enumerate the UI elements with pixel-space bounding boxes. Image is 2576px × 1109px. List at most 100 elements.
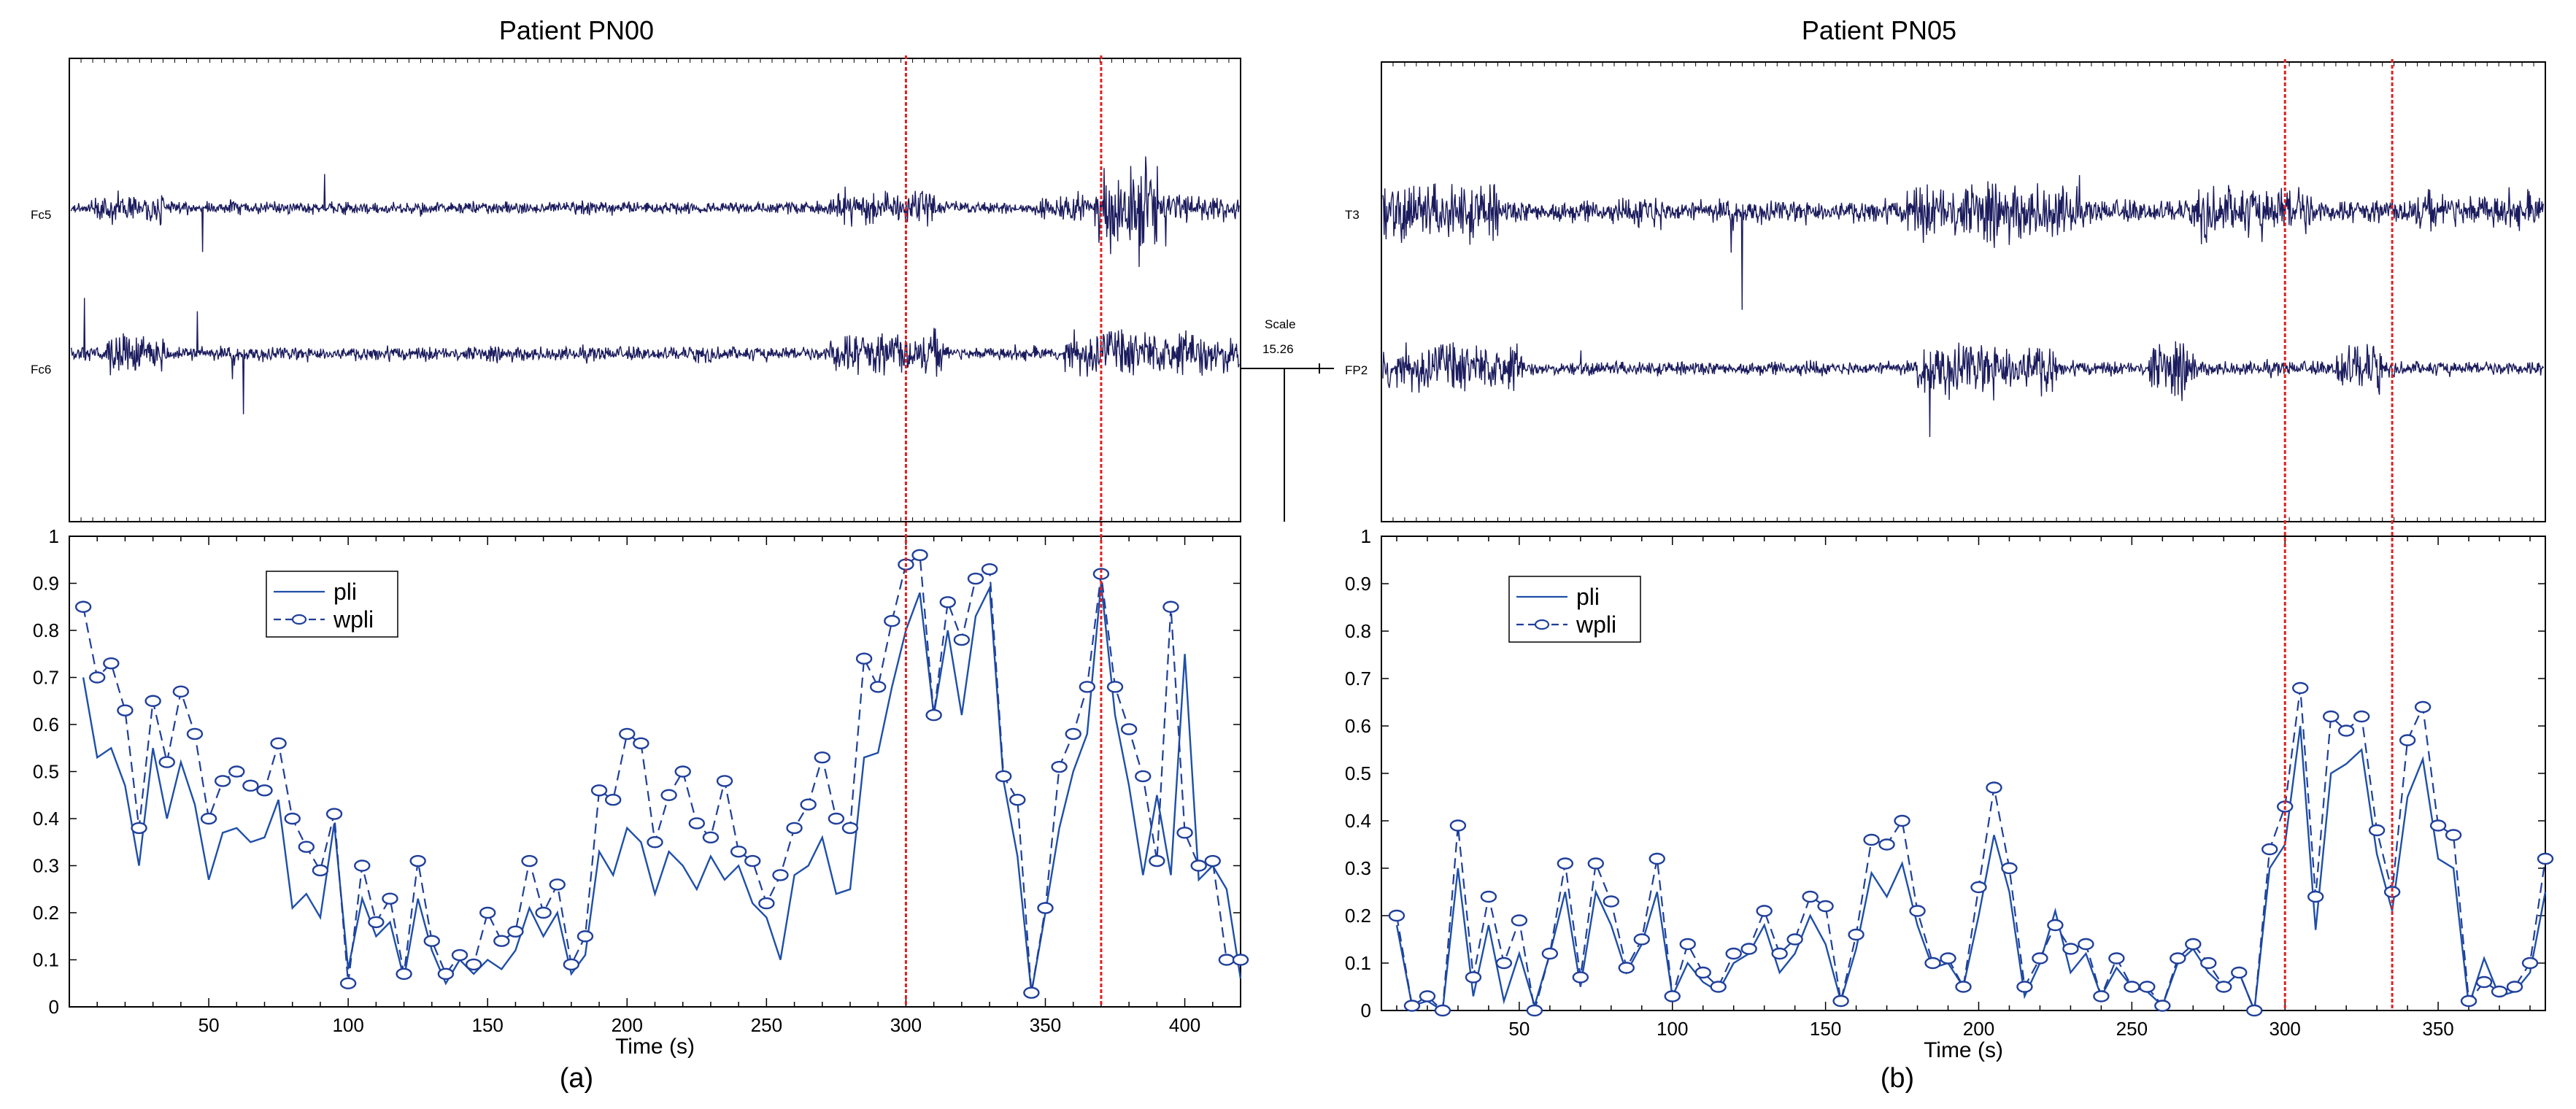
wpli-point [1480,890,1497,903]
wpli-point [841,822,859,835]
wpli-point [1572,971,1589,984]
wpli-point [186,727,204,741]
wpli-point [256,784,273,797]
y-tick-label: 0.6 [1345,715,1371,737]
wpli-point [1511,914,1528,927]
eeg-a-ticks [69,58,1241,522]
wpli-point [437,967,455,981]
wpli-point [828,812,845,825]
eeg-a-scale-value: 15.26 [1262,342,1294,356]
wpli-point [925,708,942,722]
panel-b-eeg: T3 FP2 [1319,61,2546,522]
wpli-point [800,798,817,811]
x-tick-label: 50 [1508,1018,1530,1040]
wpli-point [1909,905,1926,917]
y-tick-label: 0.4 [33,808,59,830]
eeg-a-channel-label-2: Fc6 [31,363,51,376]
wpli-point [1204,854,1221,868]
y-tick-label: 0.1 [33,949,59,971]
wpli-point [1051,760,1068,773]
wpli-point [1135,770,1152,783]
wpli-point [1694,966,1711,979]
wpli-point [2491,985,2508,998]
wpli-point [1079,681,1096,693]
wpli-point [688,817,706,830]
plot-area [69,536,1241,1008]
wpli-point [214,775,231,787]
x-tick-label: 250 [751,1014,782,1036]
wpli-point [493,935,510,947]
x-tick-label: 200 [1963,1018,1994,1040]
legend-label-pli: pli [1576,584,1600,610]
wpli-point [2216,981,2232,993]
wpli-point [312,864,329,877]
wpli-point [451,948,468,962]
wpli-point [1465,971,1482,984]
wpli-point [2139,981,2156,993]
wpli-point [200,812,217,825]
x-tick-label: 150 [1810,1018,1841,1040]
wpli-point [2170,952,2186,965]
wpli-point [1633,933,1650,946]
eeg-a-scale-label: Scale [1265,317,1296,331]
x-tick-label: 150 [472,1014,504,1036]
wpli-point [1587,857,1605,870]
legend-box [1508,576,1641,643]
wpli-point [1664,990,1681,1002]
x-tick-label: 200 [612,1014,643,1036]
wpli-point [2445,829,2462,841]
wpli-point [2185,938,2202,951]
wpli-point [1495,957,1513,970]
wpli-point [131,822,147,835]
y-tick-label: 0 [1361,1000,1371,1021]
y-tick-label: 0.8 [33,619,59,641]
wpli-point [1176,827,1193,839]
wpli-point [1541,947,1559,960]
eeg-trace [70,156,1240,267]
wpli-point [1218,954,1235,966]
x-tick-label: 100 [332,1014,363,1036]
wpli-point [855,652,873,665]
y-tick-label: 0.5 [1345,762,1371,784]
wpli-point [2200,957,2217,970]
wpli-point [772,869,789,881]
wpli-point [2016,981,2033,993]
legend-box [266,571,398,638]
x-axis-label: Time (s) [1924,1038,2003,1062]
wpli-point [2521,957,2539,970]
wpli-point [1106,681,1124,693]
eeg-a-channel-label-1: Fc5 [31,208,51,222]
wpli-point [1092,568,1110,580]
wpli-point [716,775,733,787]
legend-label-wpli: wpli [1576,611,1616,638]
wpli-point [1449,819,1467,832]
wpli-point [660,789,677,801]
wpli-point [2399,734,2416,746]
wpli-point [1740,943,1757,955]
wpli-point [1878,838,1895,851]
wpli-point [368,916,385,929]
y-tick-label: 0.7 [33,667,59,689]
wpli-point [1848,928,1864,941]
legend-label-pli: pli [333,579,357,605]
wpli-point [382,892,398,905]
wpli-point [242,779,259,792]
x-tick-label: 300 [890,1014,922,1036]
y-tick-label: 0.3 [1345,857,1371,879]
wpli-point [228,765,245,778]
wpli-point [1756,905,1773,917]
wpli-point [2506,981,2523,993]
wpli-point [604,793,622,806]
wpli-point [758,897,775,910]
wpli-point [172,685,190,698]
legend-marker [1534,619,1550,630]
wpli-point [576,930,594,943]
wpli-point [1065,727,1081,741]
wpli-point [870,681,887,693]
wpli-point [2414,700,2432,714]
wpli-point [633,737,649,749]
wpli-point [1725,947,1742,960]
wpli-point [1037,902,1054,914]
wpli-point [1190,859,1207,872]
